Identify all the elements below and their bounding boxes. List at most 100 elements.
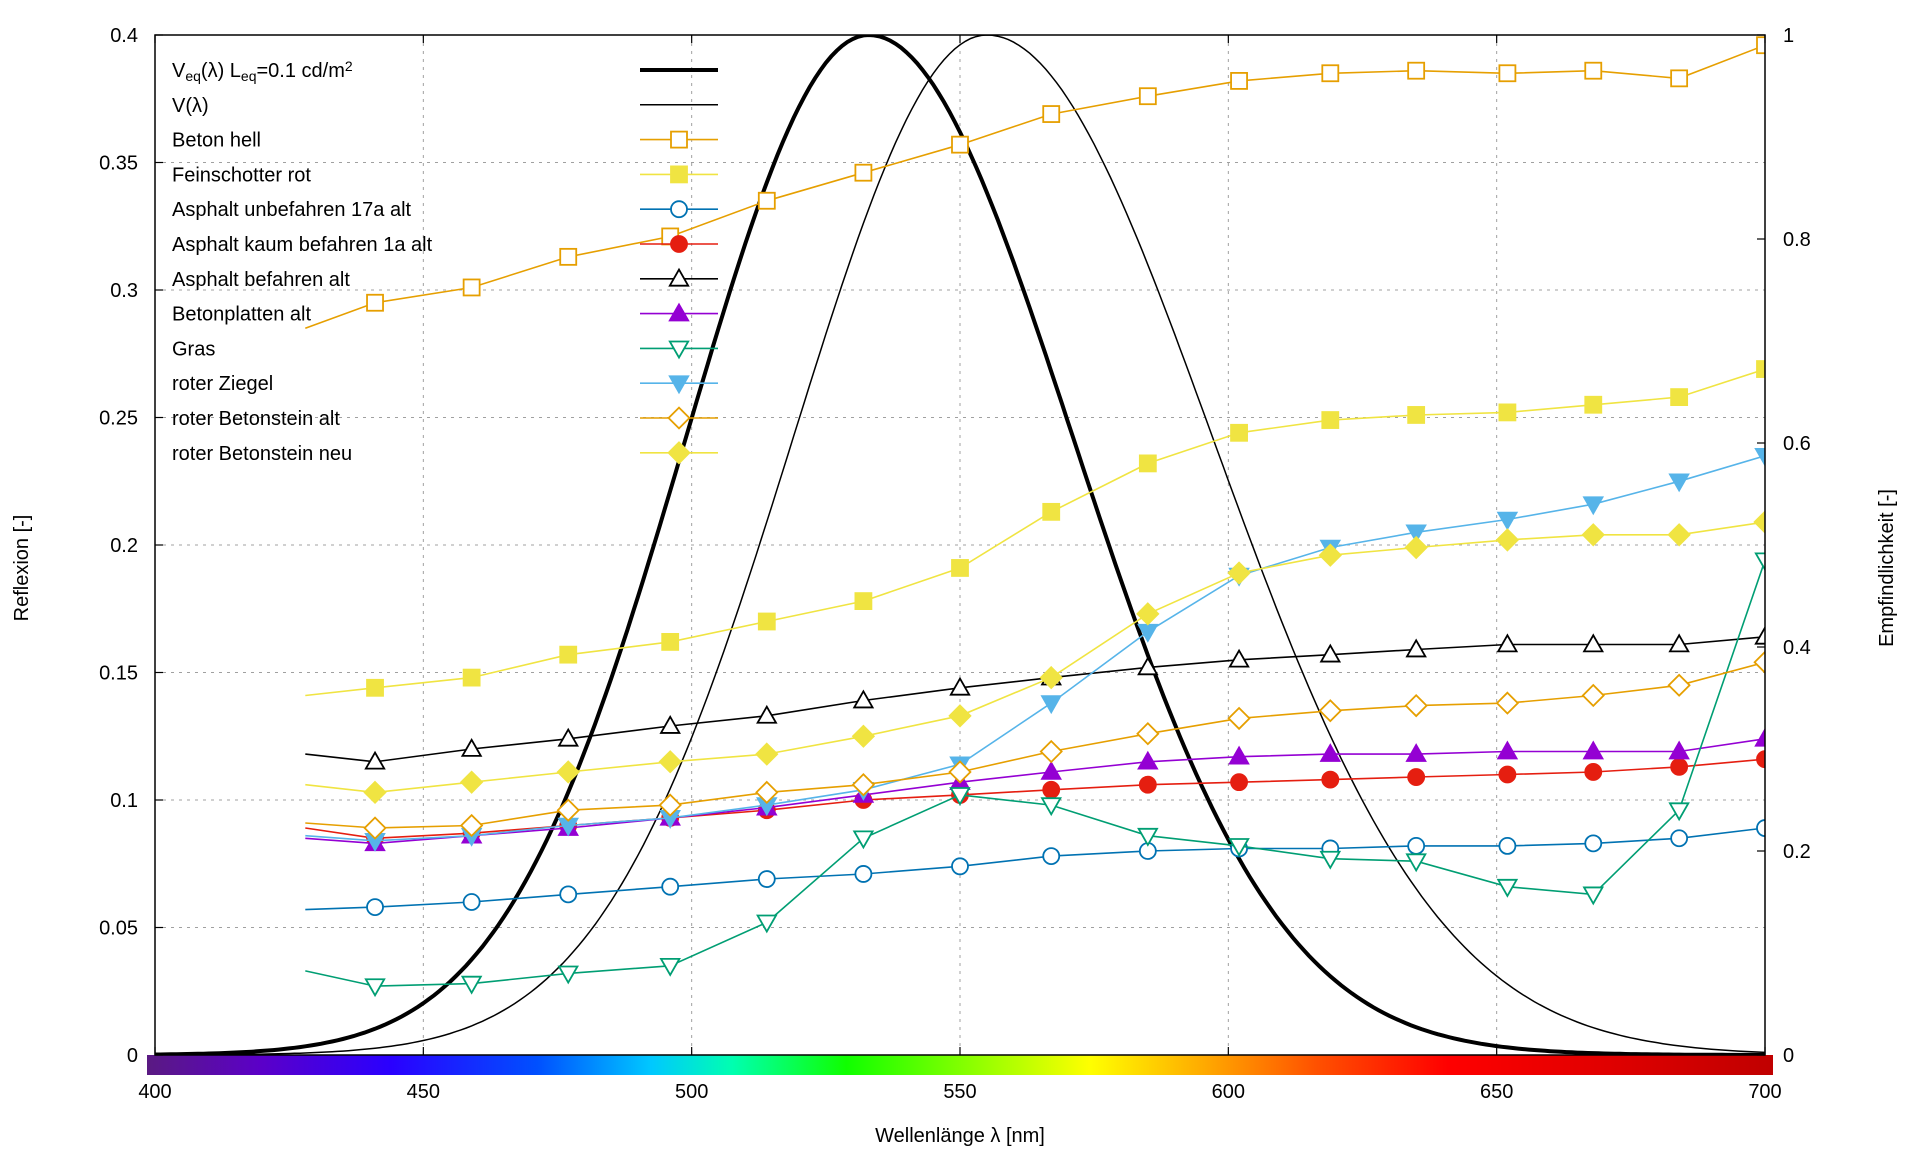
data-point	[364, 978, 386, 998]
data-point	[1756, 819, 1765, 837]
data-point	[1319, 643, 1342, 663]
data-point	[1137, 656, 1159, 676]
y-right-tick-label: 0.4	[1783, 637, 1811, 659]
data-point	[1040, 760, 1062, 780]
data-point	[1670, 69, 1689, 88]
legend-label: Feinschotter rot	[172, 164, 311, 186]
y-right-tick-label: 0.6	[1783, 433, 1811, 455]
data-point	[1227, 561, 1251, 585]
series-line	[305, 368, 1765, 697]
series-1	[305, 36, 1765, 330]
data-point	[1582, 886, 1605, 906]
data-point	[1495, 691, 1520, 715]
legend-entry-9: Gras	[172, 338, 718, 360]
data-point	[951, 135, 969, 154]
data-point	[1405, 853, 1427, 873]
data-point	[1042, 847, 1061, 865]
data-point	[951, 857, 969, 876]
data-point	[852, 830, 875, 850]
legend-label: Asphalt kaum befahren 1a alt	[172, 234, 433, 256]
sensitivity-curve-1	[155, 35, 1765, 1055]
data-point	[755, 780, 779, 805]
data-point	[1404, 535, 1428, 560]
data-point	[1136, 722, 1160, 746]
data-point	[949, 787, 971, 806]
data-point	[556, 760, 580, 784]
data-point	[366, 898, 384, 916]
data-point	[462, 668, 481, 687]
legend-label-part: V(λ)	[172, 95, 209, 117]
legend-label-part: 2	[345, 58, 353, 74]
data-point	[1496, 511, 1519, 531]
data-point	[854, 592, 873, 610]
data-point	[1040, 797, 1062, 817]
data-point	[559, 885, 578, 904]
data-point	[1042, 502, 1061, 521]
data-point	[1042, 780, 1061, 799]
data-point	[661, 633, 680, 651]
x-axis-title: Wellenlänge λ [nm]	[875, 1125, 1045, 1147]
series-line	[305, 827, 1765, 911]
data-point	[951, 559, 969, 577]
data-point	[1404, 693, 1428, 718]
data-point	[1498, 765, 1517, 784]
data-point	[948, 704, 972, 728]
data-point	[1318, 543, 1342, 567]
legend-sample-marker	[670, 130, 688, 149]
y-left-tick-label: 0.2	[110, 535, 138, 557]
data-point	[1584, 834, 1603, 853]
series-7	[305, 552, 1765, 998]
series-2	[305, 360, 1765, 697]
data-point	[1582, 633, 1605, 653]
legend-sample-marker	[667, 441, 691, 465]
data-point	[1753, 510, 1765, 534]
data-point	[1230, 773, 1248, 792]
legend-sample-marker	[670, 165, 688, 184]
legend-label: Asphalt befahren alt	[172, 269, 350, 291]
data-point	[1407, 61, 1426, 80]
legend-sample-marker	[670, 235, 688, 253]
data-point	[557, 965, 579, 985]
legend-entry-10: roter Ziegel	[172, 373, 718, 395]
data-point	[1670, 829, 1689, 848]
data-point	[1228, 838, 1250, 857]
spectrum-bar	[147, 1055, 1773, 1075]
data-point	[1042, 105, 1061, 123]
data-point	[1230, 423, 1248, 442]
data-point	[852, 689, 875, 709]
data-point	[1496, 740, 1519, 760]
legend-label: Veq(λ) Leq=0.1 cd/m2	[172, 58, 353, 84]
legend-label: roter Ziegel	[172, 373, 273, 395]
data-point	[1582, 740, 1605, 760]
data-point	[559, 645, 578, 664]
legend-label-part: eq	[241, 68, 257, 84]
y-left-tick-label: 0.3	[110, 280, 138, 302]
series-line	[305, 758, 1765, 840]
data-point	[1756, 360, 1765, 378]
y-left-tick-label: 0.05	[99, 918, 138, 940]
y-right-tick-label: 0.8	[1783, 229, 1811, 251]
legend-label-part: =0.1 cd/m	[257, 60, 345, 82]
data-point	[1498, 403, 1517, 422]
legend-entry-12: roter Betonstein neu	[172, 441, 718, 465]
data-point	[1668, 802, 1690, 822]
data-point	[1230, 72, 1248, 90]
data-point	[658, 750, 682, 774]
data-point	[462, 278, 481, 297]
legend-label: V(λ)	[172, 95, 209, 117]
data-point	[363, 816, 387, 840]
legend-label-part: V	[172, 60, 186, 82]
data-point	[1670, 757, 1689, 776]
data-point	[1321, 411, 1340, 429]
y-right-tick-label: 1	[1783, 25, 1794, 47]
data-point	[1039, 739, 1063, 764]
legend-label-part: eq	[185, 68, 201, 84]
data-point	[851, 724, 876, 748]
data-point	[1405, 743, 1427, 762]
data-point	[757, 191, 776, 210]
data-point	[1321, 64, 1340, 83]
data-point	[658, 793, 682, 817]
series-9	[305, 650, 1765, 840]
data-point	[1756, 750, 1765, 769]
